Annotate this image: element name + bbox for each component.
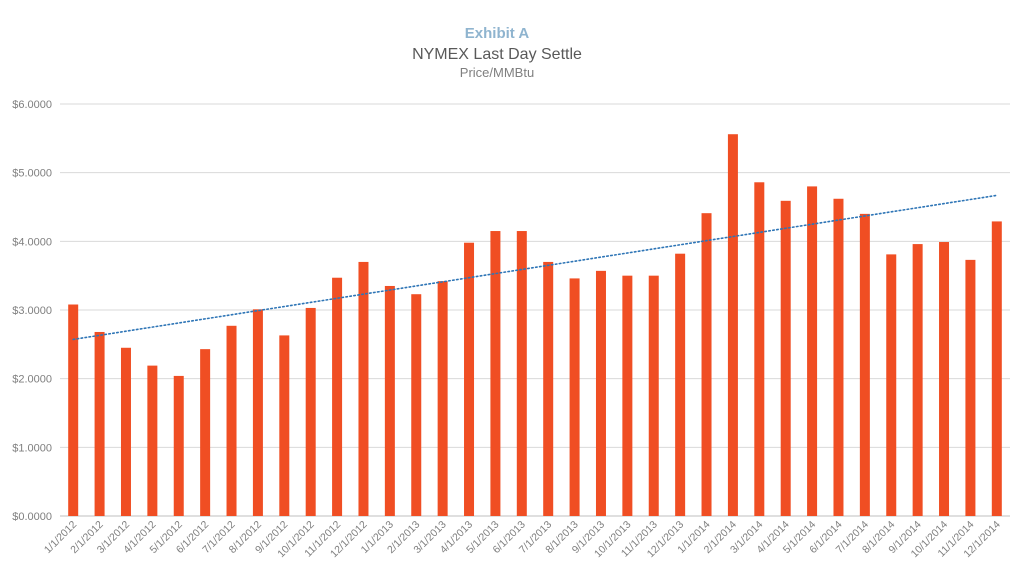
chart-title: NYMEX Last Day Settle xyxy=(412,46,582,63)
bar xyxy=(200,349,211,516)
chart-subtitle: Price/MMBtu xyxy=(460,65,534,80)
bar xyxy=(886,254,897,516)
y-tick-label: $0.0000 xyxy=(12,511,52,523)
bar xyxy=(147,365,158,516)
bar xyxy=(859,213,870,516)
trendline-group xyxy=(72,194,998,341)
chart-exhibit-label: Exhibit A xyxy=(465,25,530,42)
bar xyxy=(437,281,448,516)
bar xyxy=(701,213,712,516)
bar xyxy=(569,278,580,516)
bar xyxy=(173,375,184,516)
y-tick-label: $6.0000 xyxy=(12,99,52,111)
gridlines xyxy=(60,103,1010,517)
bar xyxy=(727,134,738,517)
bar xyxy=(358,261,369,516)
bar xyxy=(648,275,659,516)
bar xyxy=(965,259,976,516)
bar xyxy=(384,285,395,516)
bar xyxy=(595,270,606,516)
x-axis-ticks: 1/1/20122/1/20123/1/20124/1/20125/1/2012… xyxy=(42,519,1003,561)
bar xyxy=(516,231,527,517)
bar xyxy=(754,182,765,516)
trendline xyxy=(72,194,998,341)
bar xyxy=(912,244,923,516)
bar xyxy=(780,200,791,516)
bar xyxy=(833,198,844,516)
bar xyxy=(94,331,105,516)
bar xyxy=(490,231,501,517)
bar xyxy=(120,347,131,516)
bars xyxy=(68,134,1002,517)
y-tick-label: $1.0000 xyxy=(12,442,52,454)
bar xyxy=(622,275,633,516)
bar xyxy=(68,304,79,516)
bar xyxy=(543,261,554,516)
bar xyxy=(464,242,475,516)
bar xyxy=(252,309,263,516)
y-tick-label: $3.0000 xyxy=(12,305,52,317)
bar xyxy=(675,253,686,516)
bar xyxy=(279,335,290,516)
y-axis-ticks: $0.0000 $1.0000 $2.0000 $3.0000 $4.0000 $5.00… xyxy=(12,99,52,523)
bar xyxy=(807,186,818,516)
bar xyxy=(411,294,422,516)
bar xyxy=(305,307,316,516)
bar xyxy=(332,277,343,516)
y-tick-label: $4.0000 xyxy=(12,236,52,248)
y-tick-label: $2.0000 xyxy=(12,374,52,386)
bar xyxy=(226,325,237,516)
y-tick-label: $5.0000 xyxy=(12,168,52,180)
bar xyxy=(991,221,1002,517)
bar xyxy=(939,242,950,516)
